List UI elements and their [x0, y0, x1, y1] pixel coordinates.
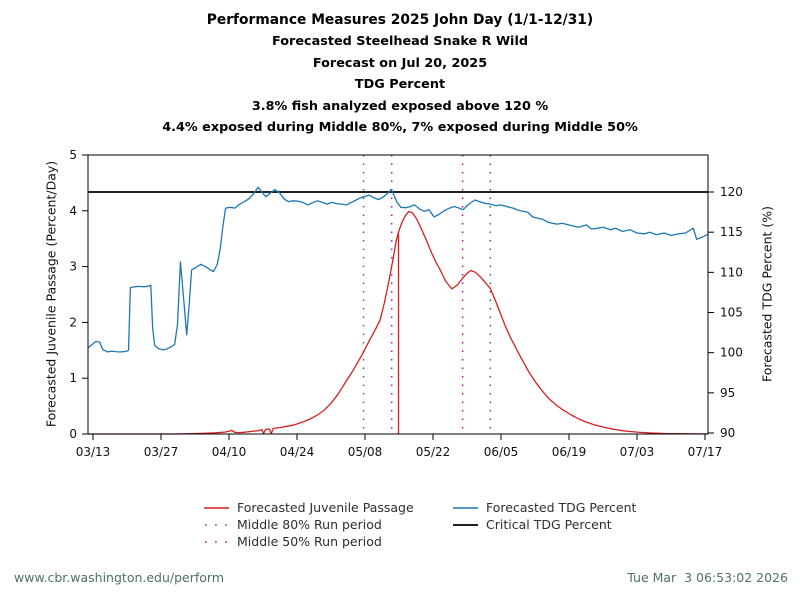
x-tick-label: 05/22: [416, 445, 451, 459]
y-left-tick-label: 0: [69, 427, 77, 441]
tdg-percent-line: [87, 186, 708, 353]
legend-item-juvenile-passage: Forecasted Juvenile Passage: [203, 501, 414, 515]
juvenile-passage-line: [88, 210, 708, 435]
legend-item-middle-80: Middle 80% Run period: [203, 518, 382, 532]
y-left-tick-label: 5: [69, 148, 77, 162]
legend-label: Middle 50% Run period: [237, 534, 382, 549]
x-tick-label: 03/27: [144, 445, 179, 459]
legend-label: Critical TDG Percent: [486, 517, 612, 532]
chart-subtitle-measure: TDG Percent: [354, 77, 446, 93]
x-tick-label: 06/19: [552, 445, 587, 459]
y-right-tick-label: 95: [720, 386, 735, 400]
x-tick-label: 07/17: [688, 445, 723, 459]
legend-item-tdg-percent: Forecasted TDG Percent: [452, 501, 636, 515]
y-right-tick-label: 100: [720, 346, 743, 360]
footer-timestamp: Tue Mar 3 06:53:02 2026: [627, 570, 788, 585]
legend-label: Middle 80% Run period: [237, 517, 382, 532]
footer-url: www.cbr.washington.edu/perform: [14, 570, 225, 585]
chart-subtitle-species: Forecasted Steelhead Snake R Wild: [272, 34, 528, 49]
y-right-tick-label: 115: [720, 225, 743, 239]
x-tick-label: 05/08: [348, 445, 383, 459]
y-right-tick-label: 110: [720, 265, 743, 279]
y-left-tick-label: 3: [69, 260, 77, 274]
y-left-tick-label: 1: [69, 371, 77, 385]
x-tick-label: 03/13: [76, 445, 111, 459]
chart-titles: Performance Measures 2025 John Day (1/1-…: [0, 13, 800, 143]
legend-item-critical-tdg: Critical TDG Percent: [452, 518, 612, 532]
legend-label: Forecasted TDG Percent: [486, 500, 637, 515]
x-tick-label: 04/10: [212, 445, 247, 459]
x-tick-label: 07/03: [620, 445, 655, 459]
y-right-tick-label: 90: [720, 426, 735, 440]
x-tick-label: 04/24: [280, 445, 315, 459]
chart-subtitle-exposure-120: 3.8% fish analyzed exposed above 120 %: [251, 98, 549, 114]
y-right-tick-label: 105: [720, 306, 743, 320]
plot-frame: [87, 154, 709, 435]
legend-item-middle-50: Middle 50% Run period: [203, 535, 382, 549]
chart-subtitle-forecast-date: Forecast on Jul 20, 2025: [312, 55, 488, 71]
chart-subtitle-exposure-middle: 4.4% exposed during Middle 80%, 7% expos…: [162, 120, 638, 136]
x-tick-label: 06/05: [484, 445, 519, 459]
y-left-tick-label: 4: [69, 204, 77, 218]
chart-title: Performance Measures 2025 John Day (1/1-…: [206, 12, 594, 28]
y-right-tick-label: 120: [720, 185, 743, 199]
y-left-tick-label: 2: [69, 315, 77, 329]
legend-label: Forecasted Juvenile Passage: [237, 500, 414, 515]
